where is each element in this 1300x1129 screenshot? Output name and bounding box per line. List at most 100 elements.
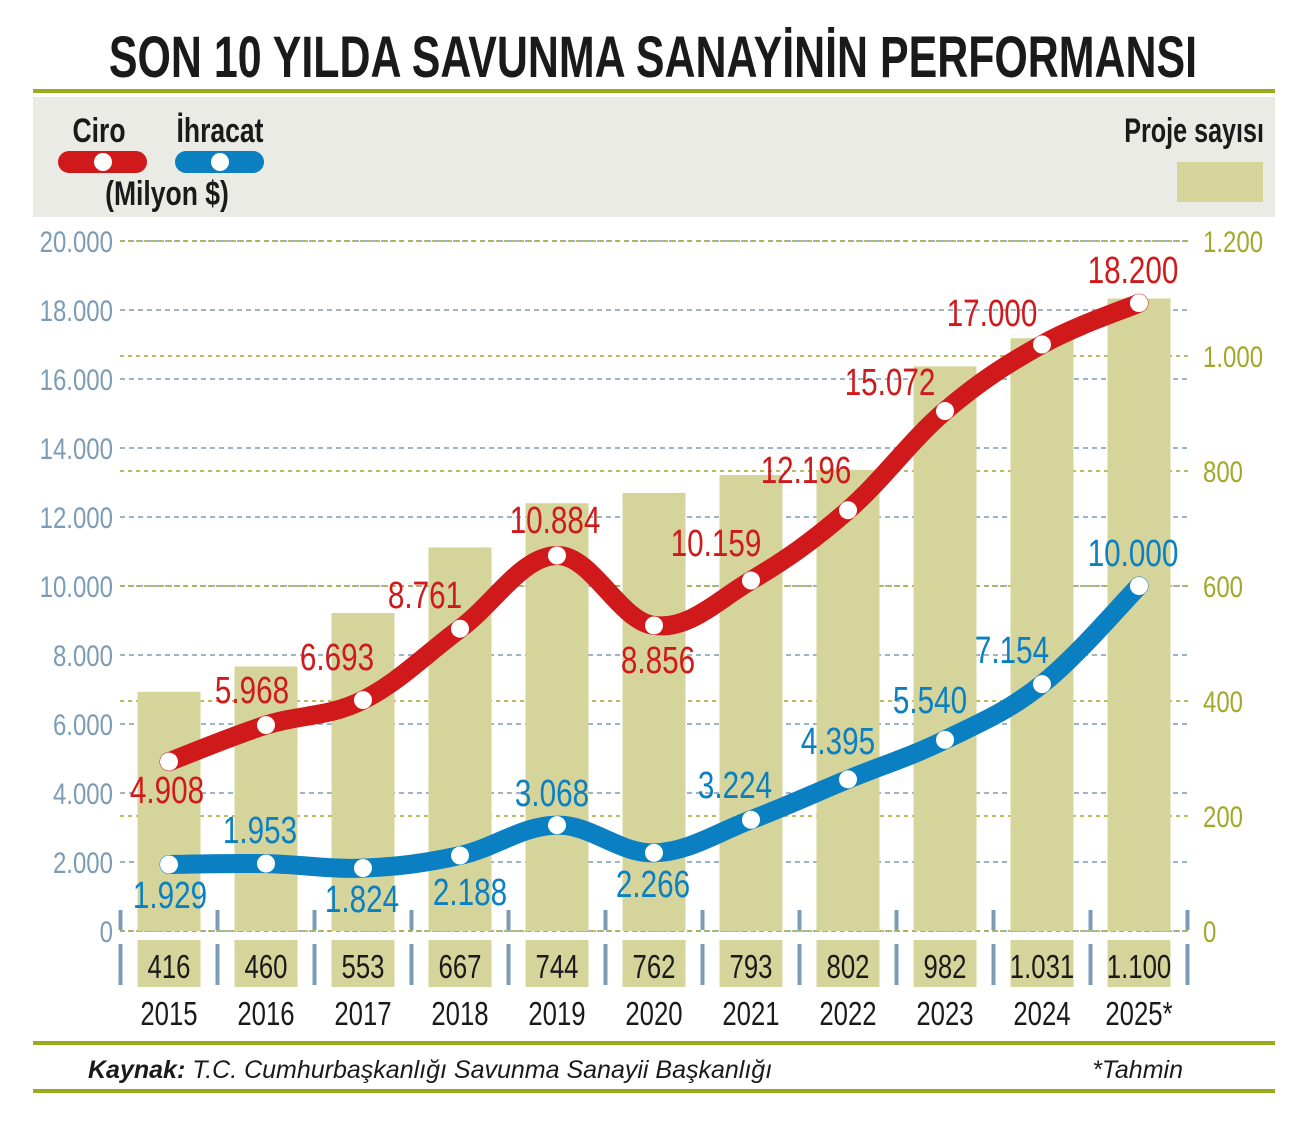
ihracat-line [159, 576, 1149, 878]
left-tick-label: 4.000 [53, 776, 113, 810]
ciro-data-label: 5.968 [215, 670, 289, 712]
left-tick-label: 10.000 [40, 569, 113, 603]
ciro-data-label: 18.200 [1088, 250, 1179, 292]
legend-proje-label: Proje sayısı [1124, 112, 1264, 150]
proje-value-label: 553 [342, 949, 385, 986]
ciro-point [1130, 294, 1148, 313]
footer-note: *Tahmin [1092, 1056, 1183, 1084]
legend-ihracat-label: İhracat [177, 112, 264, 150]
chart-title: SON 10 YILDA SAVUNMA SANAYİNİN PERFORMAN… [109, 25, 1197, 90]
year-label: 2023 [916, 996, 973, 1033]
proje-bar [331, 613, 395, 931]
ciro-point [160, 752, 178, 771]
ihracat-data-label: 5.540 [893, 680, 967, 722]
ihracat-point [645, 843, 663, 862]
year-label: 2017 [334, 996, 391, 1033]
right-tick-label: 1.000 [1203, 339, 1263, 373]
proje-value-box [816, 940, 880, 987]
year-label: 2016 [237, 996, 294, 1033]
year-label: 2021 [722, 996, 779, 1033]
ciro-point [742, 571, 760, 590]
ihracat-point [1130, 577, 1148, 595]
ihracat-point [839, 770, 857, 789]
proje-value-box [525, 940, 589, 987]
ciro-data-label: 12.196 [761, 450, 852, 492]
ciro-point [257, 716, 275, 735]
ihracat-point [354, 859, 372, 878]
ciro-data-label: 8.761 [388, 575, 462, 617]
ihracat-point [160, 855, 178, 874]
footer-rule-top [33, 1041, 1275, 1045]
ciro-point [645, 616, 663, 635]
ihracat-data-label: 7.154 [975, 630, 1049, 672]
proje-value-label: 667 [439, 949, 482, 986]
proje-value-box [137, 940, 201, 987]
ihracat-point [1033, 675, 1051, 694]
ihracat-data-label: 2.266 [616, 864, 690, 906]
ciro-data-label: 8.856 [621, 640, 695, 682]
left-tick-label: 20.000 [40, 224, 113, 258]
proje-value-box [719, 940, 783, 987]
proje-bar [816, 469, 880, 931]
year-label: 2020 [625, 996, 682, 1033]
ihracat-point [548, 816, 566, 835]
ciro-data-label: 10.159 [671, 523, 762, 565]
ciro-point [1033, 335, 1051, 354]
proje-value-label: 1.100 [1107, 949, 1171, 986]
right-tick-label: 200 [1203, 799, 1243, 833]
axes: 416 2015 460 2016 553 2017 667 2018 744 2019 762 20… [118, 910, 1190, 1033]
ciro-point [548, 546, 566, 565]
ciro-data-label: 4.908 [130, 770, 204, 812]
proje-bar [913, 366, 977, 932]
title-rule [33, 89, 1275, 93]
footer-source-text: T.C. Cumhurbaşkanlığı Savunma Sanayii Ba… [192, 1056, 772, 1084]
year-label: 2018 [431, 996, 488, 1033]
ciro-point [354, 691, 372, 710]
proje-value-box [234, 940, 298, 987]
year-label: 2019 [528, 996, 585, 1033]
ihracat-data-label: 3.068 [515, 773, 589, 815]
proje-value-label: 793 [730, 949, 773, 986]
ihracat-point [257, 854, 275, 873]
legend-ciro-label: Ciro [72, 112, 125, 150]
ihracat-data-label: 1.824 [325, 879, 399, 921]
proje-value-label: 762 [633, 949, 676, 986]
data-labels: 4.908 5.968 6.693 8.761 10.884 8.856 10.159 12.… [130, 250, 1178, 921]
ciro-point [839, 501, 857, 520]
ciro-data-label: 10.884 [510, 500, 601, 542]
left-tick-label: 12.000 [40, 500, 113, 534]
ciro-data-label: 17.000 [947, 293, 1038, 335]
right-tick-label: 600 [1203, 569, 1243, 603]
footer-source: Kaynak: T.C. Cumhurbaşkanlığı Savunma Sa… [88, 1056, 772, 1084]
year-label: 2022 [819, 996, 876, 1033]
year-label: 2015 [140, 996, 197, 1033]
legend-unit-label: (Milyon $) [105, 175, 229, 213]
proje-value-label: 982 [924, 949, 967, 986]
left-tick-label: 16.000 [40, 362, 113, 396]
ihracat-point [936, 730, 954, 749]
proje-value-box [1010, 940, 1074, 987]
proje-value-box [331, 940, 395, 987]
left-tick-label: 0 [100, 914, 113, 948]
ciro-data-label: 6.693 [300, 637, 374, 679]
ihracat-data-label: 4.395 [801, 721, 875, 763]
ihracat-point [742, 810, 760, 829]
left-tick-label: 2.000 [53, 845, 113, 879]
ciro-point [936, 402, 954, 421]
proje-bar [719, 475, 783, 931]
proje-value-box [622, 940, 686, 987]
proje-value-label: 460 [245, 949, 288, 986]
proje-bar [137, 691, 201, 931]
proje-value-box [1107, 940, 1171, 987]
right-tick-label: 800 [1203, 454, 1243, 488]
legend-proje-swatch [1177, 162, 1263, 202]
left-tick-label: 14.000 [40, 431, 113, 465]
proje-value-box [428, 940, 492, 987]
proje-value-box [913, 940, 977, 987]
ciro-point [451, 619, 469, 638]
legend-ihracat-marker [211, 153, 229, 171]
ihracat-data-label: 10.000 [1088, 533, 1179, 575]
ihracat-data-label: 2.188 [433, 872, 507, 914]
proje-value-label: 802 [827, 949, 870, 986]
